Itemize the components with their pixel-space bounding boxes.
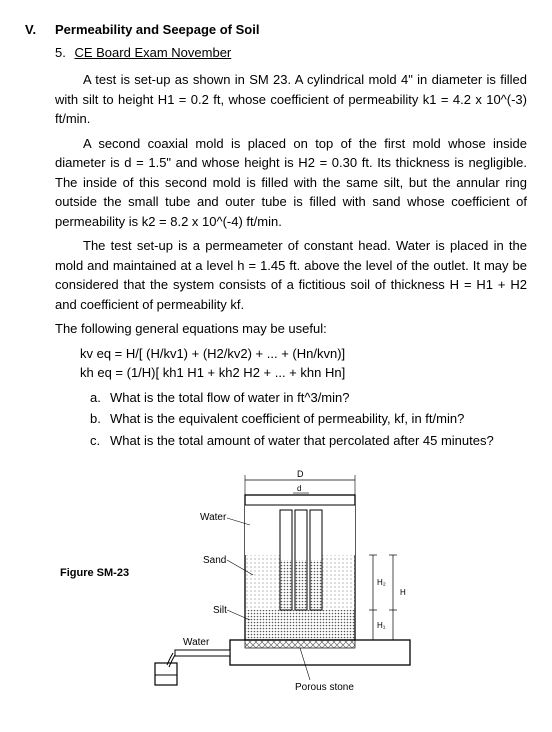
item-number: 5. — [55, 45, 66, 60]
label-H2: H₂ — [377, 578, 386, 587]
subheader: 5. CE Board Exam November — [55, 43, 527, 63]
q-letter-a: a. — [90, 388, 110, 408]
label-porous: Porous stone — [295, 682, 354, 693]
label-H: H — [400, 588, 406, 597]
equation-kh: kh eq = (1/H)[ kh1 H1 + kh2 H2 + ... + k… — [80, 363, 527, 383]
paragraph-1: A test is set-up as shown in SM 23. A cy… — [55, 70, 527, 129]
q-text-b: What is the equivalent coefficient of pe… — [110, 409, 464, 429]
figure-diagram: D d H H₂ H₁ Water Sand Silt Water Porous… — [145, 465, 465, 695]
exam-name: CE Board Exam November — [74, 45, 231, 60]
label-water-bottom: Water — [183, 637, 210, 648]
q-text-c: What is the total amount of water that p… — [110, 431, 494, 451]
label-sand: Sand — [203, 555, 226, 566]
label-d: d — [297, 484, 301, 493]
equation-kv: kv eq = H/[ (H/kv1) + (H2/kv2) + ... + (… — [80, 344, 527, 364]
paragraph-4: The following general equations may be u… — [55, 319, 527, 339]
paragraph-2: A second coaxial mold is placed on top o… — [55, 134, 527, 232]
label-silt: Silt — [213, 605, 227, 616]
q-letter-c: c. — [90, 431, 110, 451]
paragraph-3: The test set-up is a permeameter of cons… — [55, 236, 527, 314]
q-letter-b: b. — [90, 409, 110, 429]
roman-numeral: V. — [25, 20, 55, 40]
section-title: Permeability and Seepage of Soil — [55, 20, 259, 40]
figure-caption: Figure SM-23 — [60, 565, 129, 582]
label-D: D — [297, 469, 304, 479]
label-H1: H₁ — [377, 621, 386, 630]
label-water-top: Water — [200, 512, 227, 523]
q-text-a: What is the total flow of water in ft^3/… — [110, 388, 349, 408]
